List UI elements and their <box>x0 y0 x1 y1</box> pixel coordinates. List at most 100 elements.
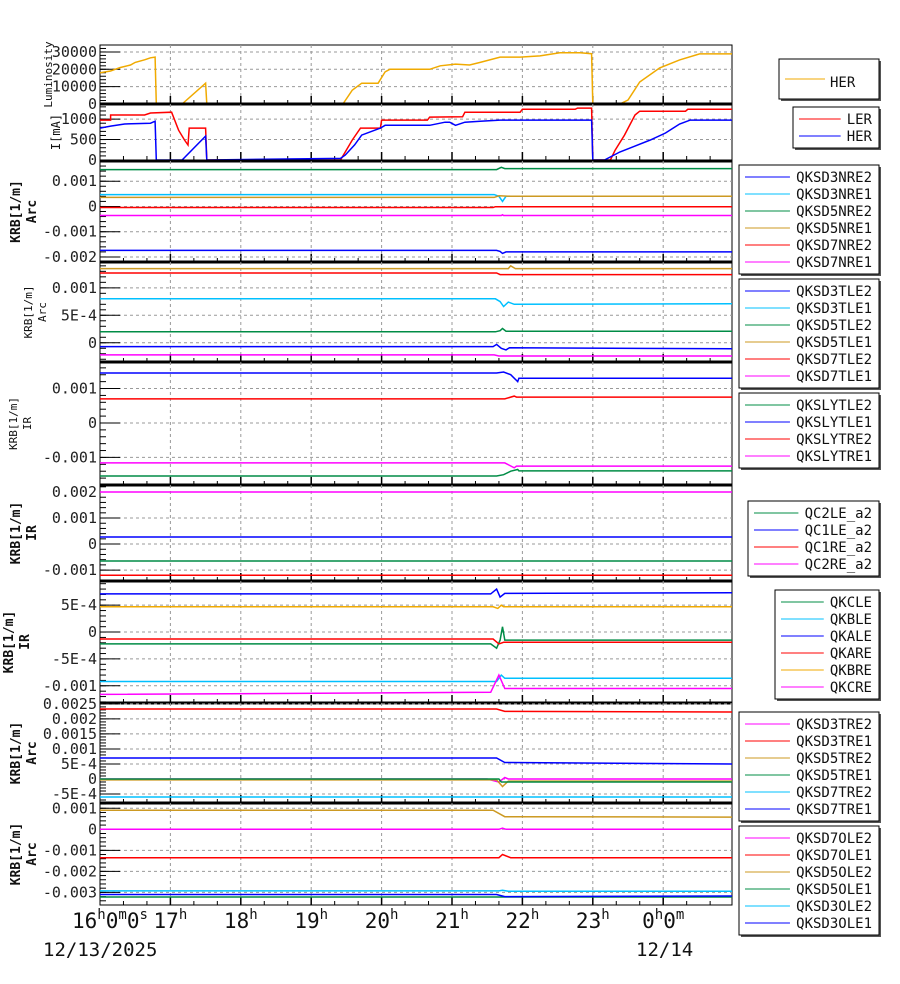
x-tick-label: 23h <box>576 907 610 933</box>
panel-frame <box>99 44 733 105</box>
legend-label: QKSD7OLE1 <box>796 848 872 864</box>
legend-label: QKSD7NRE1 <box>796 255 872 271</box>
legend-label: QKSD7NRE2 <box>796 238 872 254</box>
series-line-qksd7ole1 <box>100 853 732 859</box>
legend-panel-3: QKSD3NRE2QKSD3NRE1QKSD5NRE2QKSD5NRE1QKSD… <box>738 164 881 276</box>
y-tick-label: -0.001 <box>43 448 97 466</box>
y-axis-label: Arc <box>36 302 49 322</box>
y-axis-label: Arc <box>25 842 40 865</box>
x-tick-label: 21h <box>435 907 469 933</box>
legend-label: QKCRE <box>830 680 872 696</box>
legend-label: QKSD5TRE2 <box>796 751 872 767</box>
x-tick-label: 18h <box>224 907 258 933</box>
legend-box <box>738 825 880 936</box>
y-tick-label: 0.001 <box>52 740 97 758</box>
y-tick-label: 0.0015 <box>43 725 97 743</box>
legend-label: QKSLYTLE1 <box>796 415 872 431</box>
series-line-qksd7nre2 <box>100 205 732 209</box>
y-tick-label: 0 <box>88 151 97 169</box>
series-line-qkbre <box>100 604 732 610</box>
legend-panel-4: QKSD3TLE2QKSD3TLE1QKSD5TLE2QKSD5TLE1QKSD… <box>738 278 881 390</box>
y-axis-label: KRB[1/m] <box>9 722 24 785</box>
x-tick-label: 20h <box>365 907 399 933</box>
series-line-qksd5tle1 <box>100 264 732 270</box>
y-tick-label: 0.001 <box>52 279 97 297</box>
y-axis-label: IR <box>25 525 40 541</box>
legend-label: QKSLYTRE1 <box>796 449 872 465</box>
legend-panel-8: QKSD3TRE2QKSD3TRE1QKSD5TRE2QKSD5TRE1QKSD… <box>738 711 881 823</box>
legend-label: QKSD5NRE1 <box>796 221 872 237</box>
y-tick-label: -0.002 <box>43 248 97 266</box>
series-line-qkcre <box>100 673 732 696</box>
legend-label: QC1RE_a2 <box>805 540 872 556</box>
panel-frame <box>99 802 733 906</box>
legend-label: QKSD3TLE2 <box>796 284 872 300</box>
series-line-qksd5tle2 <box>100 327 732 333</box>
y-axis-label: IR <box>21 417 34 431</box>
y-tick-label: 5E-4 <box>61 306 97 324</box>
y-axis-label: KRB[1/m] <box>9 823 24 886</box>
x-date-label-start: 12/13/2025 <box>43 939 157 961</box>
x-tick-label: 0h0m <box>642 907 684 933</box>
series-line-qkslytle2 <box>100 468 732 477</box>
y-tick-label: 0.002 <box>52 710 97 728</box>
panel-4: 0.001 5E-4 0 KRB[1/m] Arc <box>22 260 733 363</box>
legend-label: QKSLYTLE2 <box>796 398 872 414</box>
y-tick-label: 30000 <box>52 43 97 61</box>
legend-label: QKSD5TLE2 <box>796 318 872 334</box>
series-line-qksd5nre2 <box>100 166 732 171</box>
legend-label: QC2RE_a2 <box>805 557 872 573</box>
legend-label: QKARE <box>830 646 872 662</box>
y-axis-label: KRB[1/m] <box>2 611 17 674</box>
y-tick-label: 0 <box>88 334 97 352</box>
y-tick-label: 0 <box>88 95 97 113</box>
series-line-qksd3nre2 <box>100 249 732 255</box>
y-axis-label: I[mA] <box>49 114 63 150</box>
x-tick-label: 16h0m0s <box>72 907 148 933</box>
series-line-qkslytle1 <box>100 371 732 383</box>
legend-label: QKSD7TLE1 <box>796 369 872 385</box>
y-tick-label: 0.001 <box>52 380 97 398</box>
y-tick-label: -0.003 <box>43 883 97 901</box>
series-line-qksd7tle2 <box>100 272 732 276</box>
panel-6: 0.002 0.001 0 -0.001 KRB[1/m] IR <box>9 483 733 582</box>
series-line-qkble <box>100 673 732 683</box>
panel-frame <box>99 484 733 582</box>
legend-label: QKSD3NRE2 <box>796 170 872 186</box>
y-tick-label: 10000 <box>52 78 97 96</box>
y-tick-label: 5E-4 <box>61 755 97 773</box>
legend-label: QKSD3TLE1 <box>796 301 872 317</box>
y-tick-label: -0.001 <box>43 841 97 859</box>
y-tick-label: -0.001 <box>43 223 97 241</box>
y-axis-label: KRB[1/m] <box>7 397 20 450</box>
legend-label: QC1LE_a2 <box>805 523 872 539</box>
panel-frame <box>99 160 733 263</box>
y-tick-label: 1000 <box>61 110 97 128</box>
y-tick-label: 0 <box>88 197 97 215</box>
y-tick-label: 0.0025 <box>43 695 97 713</box>
y-axis-label: KRB[1/m] <box>9 180 24 243</box>
series-line-qksd7tle1 <box>100 354 732 357</box>
legend-label: QKBRE <box>830 663 872 679</box>
series-line-qkslytre1 <box>100 462 732 469</box>
panel-frame <box>99 702 733 804</box>
y-tick-label: 0 <box>88 623 97 641</box>
x-tick-label: 17h <box>154 907 188 933</box>
legend-label: LER <box>847 112 873 128</box>
legend-box <box>774 589 880 700</box>
y-tick-label: 0 <box>88 820 97 838</box>
series-line-qkslytre2 <box>100 395 732 400</box>
series-line-qksd3ole2 <box>100 889 732 893</box>
legend-label: QKSD3OLE2 <box>796 899 872 915</box>
series-line-qksd5nre1 <box>100 195 732 199</box>
series-line-qkale <box>100 587 732 599</box>
series-line-qksd7nre1 <box>100 213 732 217</box>
panel-5: 0.001 0 -0.001 KRB[1/m] IR <box>7 360 733 486</box>
series-line-ler <box>100 107 732 160</box>
series-line-qksd3tre1 <box>100 708 732 713</box>
y-tick-label: -5E-4 <box>52 650 97 668</box>
